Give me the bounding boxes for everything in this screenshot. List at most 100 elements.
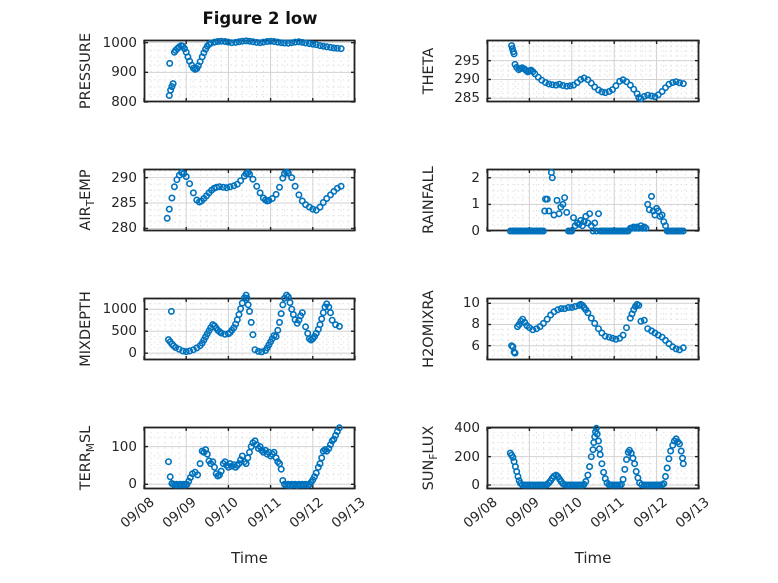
data-point <box>541 207 549 215</box>
data-point <box>167 86 175 94</box>
data-point <box>635 301 643 309</box>
data-point <box>612 335 620 343</box>
data-point <box>605 333 613 341</box>
data-point <box>676 440 684 448</box>
data-point <box>577 75 585 83</box>
figure-title: Figure 2 low <box>202 9 318 28</box>
data-point <box>253 182 261 190</box>
data-point <box>194 471 202 479</box>
data-point <box>547 168 555 177</box>
y-tick-label: 400 <box>454 420 480 437</box>
y-tick-label: 800 <box>111 94 137 110</box>
data-point <box>563 82 571 90</box>
data-point <box>589 446 597 454</box>
y-tick-label: 1000 <box>102 301 137 318</box>
data-point <box>166 59 174 67</box>
data-point <box>318 315 326 323</box>
data-point <box>623 455 631 463</box>
data-point <box>637 317 645 325</box>
data-point <box>216 183 224 191</box>
x-axis-label-right: Time <box>574 549 612 567</box>
data-point <box>295 38 303 46</box>
data-point <box>679 460 687 468</box>
data-point <box>587 79 595 87</box>
data-point <box>314 463 322 471</box>
subplot-pressure: PRESSURE 800 900 1000 <box>78 33 356 110</box>
y-tick-label: 2 <box>471 169 480 186</box>
data-point <box>254 347 262 355</box>
data-point <box>545 207 553 215</box>
data-point <box>228 39 236 47</box>
y-tick-label: 0 <box>471 477 480 494</box>
data-point <box>316 203 324 211</box>
data-point <box>667 447 675 455</box>
y-tick-label: 290 <box>111 169 137 186</box>
data-point <box>648 192 656 200</box>
data-point <box>316 42 324 50</box>
data-point <box>235 38 243 46</box>
data-point <box>281 39 289 47</box>
y-tick-label: 285 <box>454 90 480 107</box>
subplot-theta: THETA 285 290 295 <box>421 39 700 106</box>
data-point <box>276 318 284 326</box>
data-point <box>274 38 282 46</box>
data-point <box>288 39 296 47</box>
data-point <box>217 467 225 475</box>
data-point <box>333 44 341 52</box>
data-point <box>268 194 276 202</box>
data-point <box>309 40 317 48</box>
data-point <box>164 458 172 466</box>
data-point <box>286 299 294 307</box>
data-point <box>593 430 601 438</box>
data-point <box>284 39 292 47</box>
y-tick-label: 6 <box>471 337 480 354</box>
data-point <box>591 219 599 227</box>
data-point <box>335 322 343 330</box>
data-point <box>640 316 648 324</box>
data-point <box>669 78 677 86</box>
data-point <box>541 78 549 86</box>
data-point <box>230 182 238 190</box>
data-point <box>270 448 278 456</box>
data-point <box>291 182 299 190</box>
data-point <box>214 37 222 46</box>
data-point <box>327 309 335 317</box>
y-tick-label: 10 <box>462 295 480 312</box>
data-point <box>246 307 254 315</box>
data-point <box>167 307 175 315</box>
data-point <box>253 38 261 46</box>
data-point <box>291 38 299 46</box>
data-point <box>256 39 264 47</box>
data-point <box>277 465 285 473</box>
data-point <box>601 89 609 97</box>
mixdepth-plot-area <box>143 291 356 361</box>
data-point <box>648 92 656 100</box>
data-point <box>584 471 592 479</box>
data-point <box>298 38 306 46</box>
data-point <box>237 177 245 185</box>
data-point <box>564 304 572 312</box>
data-point <box>654 91 662 99</box>
data-point <box>663 464 671 472</box>
data-point <box>312 469 320 477</box>
data-point <box>539 319 547 327</box>
data-point <box>514 472 522 480</box>
y-tick-label: 285 <box>111 195 137 212</box>
data-point <box>224 463 232 471</box>
data-point <box>165 205 173 213</box>
data-point <box>172 343 180 351</box>
data-point <box>509 453 517 461</box>
data-point <box>559 81 567 89</box>
data-point <box>180 45 188 53</box>
data-point <box>166 473 174 481</box>
data-point <box>598 460 606 468</box>
data-point <box>543 195 551 203</box>
data-point <box>247 318 255 326</box>
data-point <box>242 37 250 45</box>
data-point <box>272 190 280 198</box>
data-point <box>182 348 190 356</box>
sun_flux-plot-area <box>486 424 700 490</box>
y-tick-label: 290 <box>454 71 480 88</box>
data-point <box>619 331 627 339</box>
